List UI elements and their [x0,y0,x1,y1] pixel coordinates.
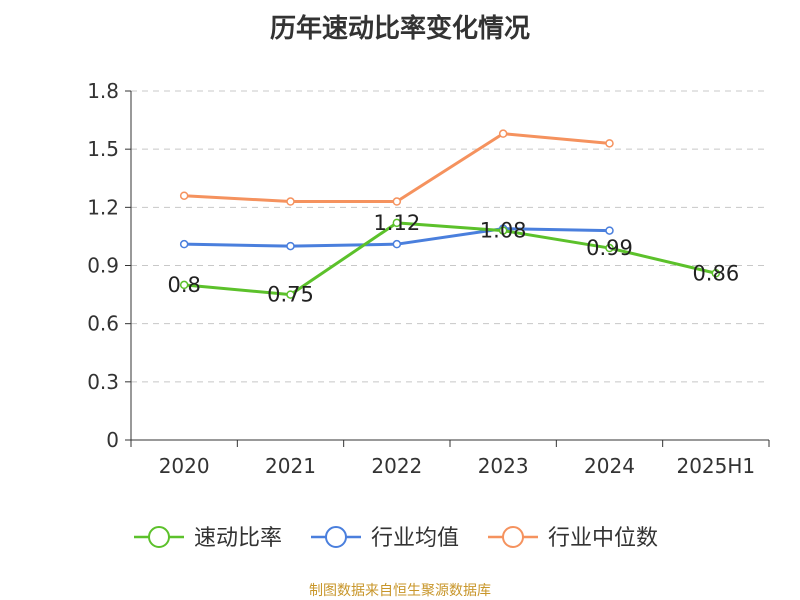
data-label: 1.12 [373,211,420,235]
data-point [179,191,189,200]
legend-swatch-marker [148,526,170,548]
x-tick-label: 2023 [478,454,529,478]
data-point [498,226,508,235]
legend: 速动比率 行业均值 行业中位数 [134,526,658,551]
data-label: 1.08 [480,219,527,243]
grid-lines [131,90,769,383]
data-point [286,290,295,299]
y-tick-label: 0.9 [87,254,119,278]
x-tick-label: 2025H1 [676,454,755,478]
data-label: 0.8 [167,273,200,297]
data-point [605,226,614,235]
y-tick-label: 1.2 [87,195,119,219]
data-point [286,241,295,251]
y-tick-label: 1.5 [87,137,119,161]
legend-label: 速动比率 [194,526,282,551]
legend-swatch-marker [325,526,347,548]
data-point [498,129,508,138]
legend-item: 速动比率 [134,526,282,551]
data-point [286,197,295,206]
data-point [605,243,614,253]
y-tick-label: 0 [106,428,119,452]
data-label: 0.75 [267,283,314,307]
x-tick-label: 2021 [265,454,316,478]
data-label: 0.86 [692,261,739,285]
data-point [179,280,189,290]
chart-title: 历年速动比率变化情况 [269,14,530,44]
series-line-2 [184,132,610,204]
data-point [179,239,189,249]
y-tick-label: 1.8 [87,79,119,103]
data-labels: 0.8 0.75 1.12 1.08 0.99 0.86 [167,211,739,307]
data-point [392,218,402,228]
data-point [605,139,614,148]
series-lines [179,129,721,299]
legend-item: 行业中位数 [488,526,658,551]
x-tick-label: 2020 [159,454,210,478]
series-line-0 [184,221,717,297]
y-tick-label: 0.6 [87,312,119,336]
axes: 0 0.3 0.6 0.9 1.2 1.5 1.8 2020 2021 2022 2023 2024 2… [87,79,770,478]
y-tick-label: 0.3 [87,370,119,394]
data-label: 0.99 [586,236,633,260]
legend-swatch-marker [502,526,524,548]
legend-item: 行业均值 [311,526,459,551]
data-source-note: 制图数据来自恒生聚源数据库 [309,583,491,599]
data-point [392,239,402,249]
legend-label: 行业中位数 [548,526,658,551]
x-tick-label: 2024 [584,454,635,478]
data-point [711,269,721,278]
legend-label: 行业均值 [371,526,459,551]
x-tick-label: 2022 [371,454,422,478]
data-point [392,197,402,206]
